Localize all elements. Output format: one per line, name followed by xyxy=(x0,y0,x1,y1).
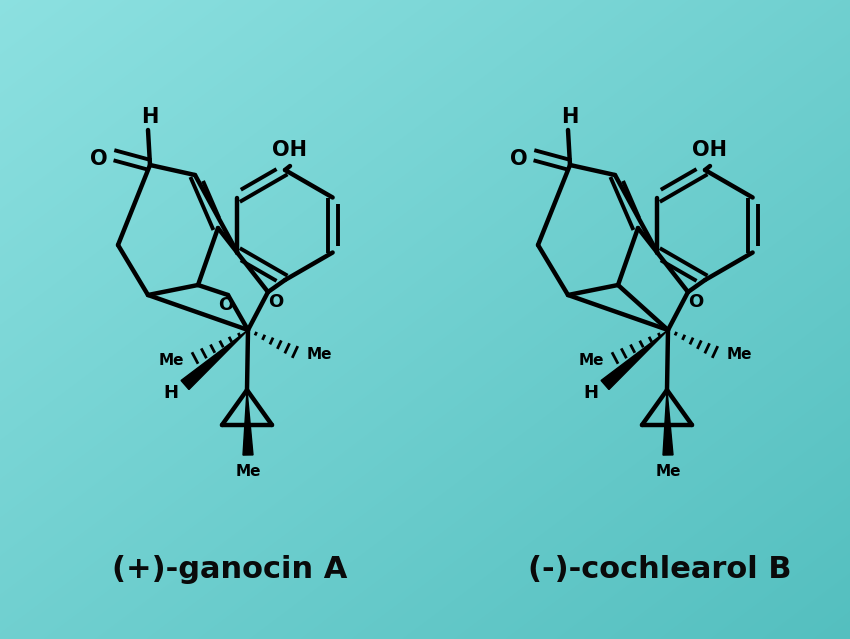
Polygon shape xyxy=(243,390,253,455)
Text: OH: OH xyxy=(273,140,308,160)
Text: (-)-cochlearol B: (-)-cochlearol B xyxy=(528,555,791,585)
Text: H: H xyxy=(163,384,178,402)
Text: H: H xyxy=(561,107,579,127)
Text: Me: Me xyxy=(306,346,332,362)
Polygon shape xyxy=(181,330,248,390)
Text: H: H xyxy=(583,384,598,402)
Text: O: O xyxy=(510,149,528,169)
Text: O: O xyxy=(688,293,704,311)
Text: (+)-ganocin A: (+)-ganocin A xyxy=(112,555,348,585)
Text: Me: Me xyxy=(655,463,681,479)
Text: OH: OH xyxy=(693,140,728,160)
Text: Me: Me xyxy=(158,353,184,367)
Polygon shape xyxy=(601,330,668,390)
Text: O: O xyxy=(269,293,284,311)
Text: Me: Me xyxy=(578,353,603,367)
Text: H: H xyxy=(141,107,159,127)
Text: O: O xyxy=(90,149,108,169)
Text: O: O xyxy=(218,296,234,314)
Text: Me: Me xyxy=(235,463,261,479)
Text: Me: Me xyxy=(726,346,751,362)
Polygon shape xyxy=(663,390,673,455)
